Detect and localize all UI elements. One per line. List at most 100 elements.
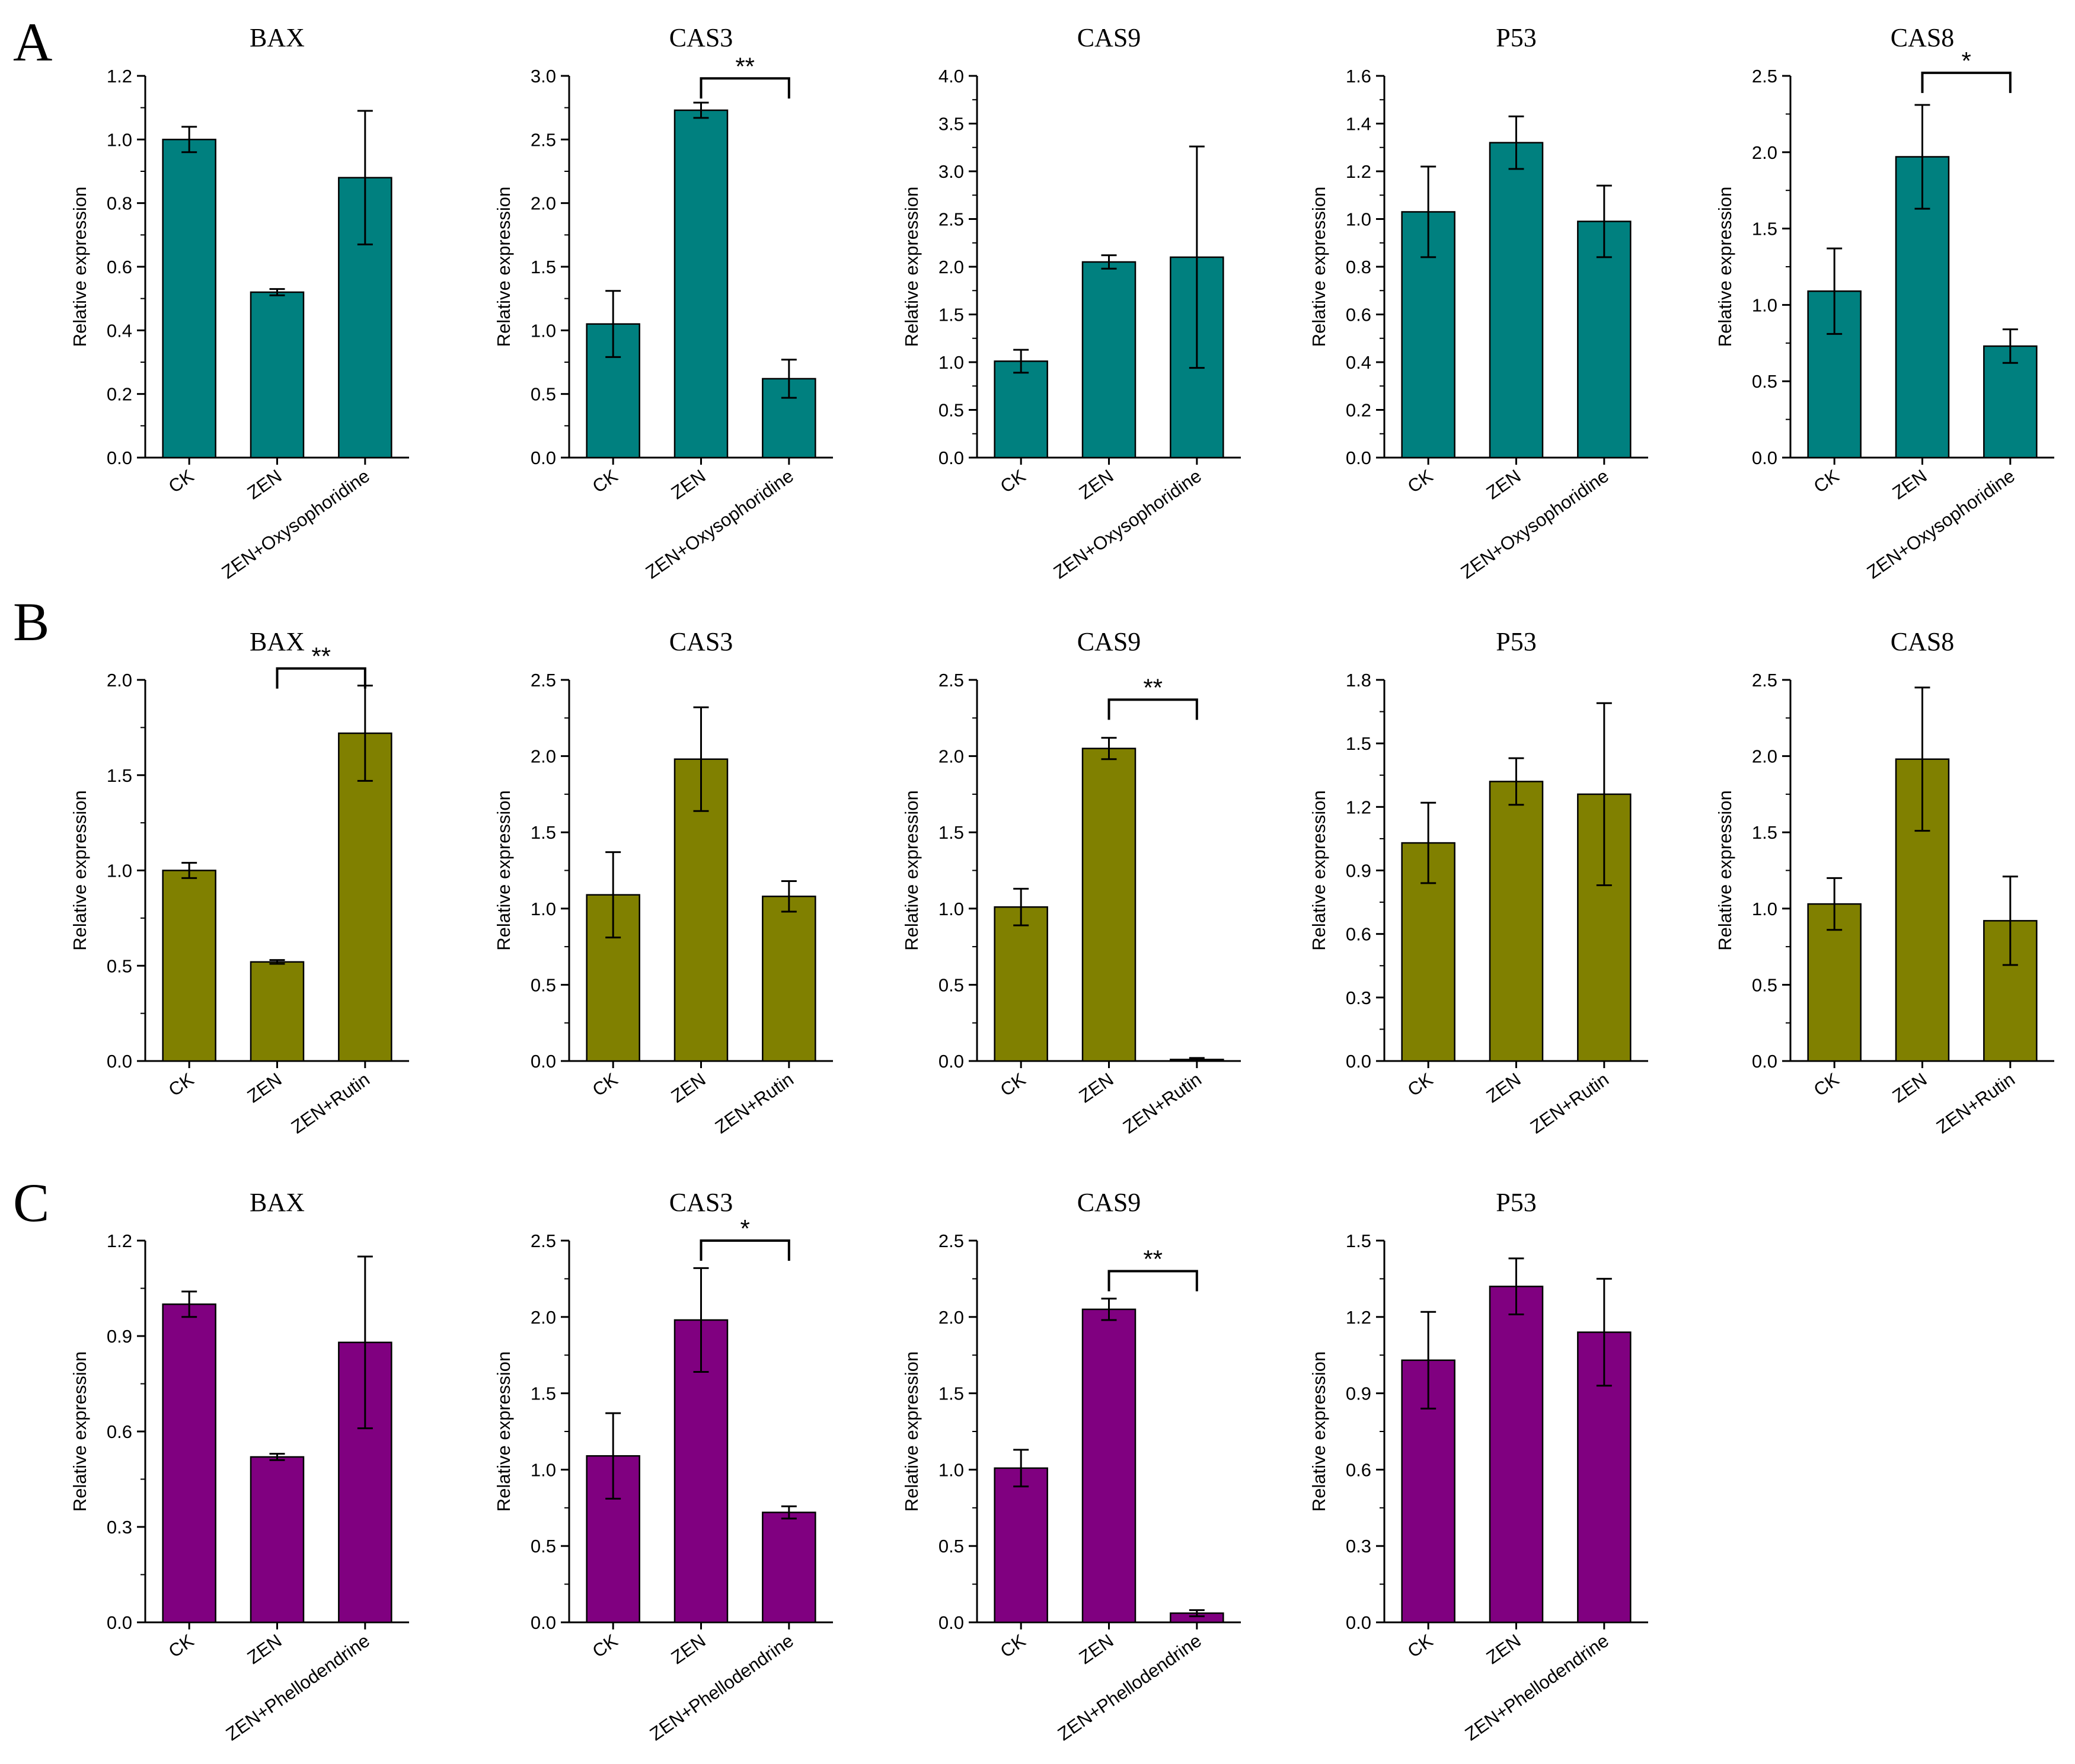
y-axis-label: Relative expression — [1715, 187, 1735, 347]
y-tick-label: 2.0 — [938, 1307, 964, 1328]
y-axis-label: Relative expression — [493, 187, 514, 347]
y-tick-label: 2.5 — [531, 129, 556, 150]
y-tick-label: 2.5 — [531, 670, 556, 691]
chart-a-bax: BAX 0.0 0.2 0.4 0.6 0.8 1.0 1.2 Relative express… — [69, 23, 409, 583]
y-tick-label: 1.0 — [531, 320, 556, 341]
y-axis-label: Relative expression — [901, 1351, 922, 1512]
significance-bracket — [700, 77, 790, 99]
x-tick-label: ZEN+Phellodendrine — [1054, 1630, 1205, 1744]
significance-bracket — [1107, 698, 1198, 720]
x-tick-label: ZEN+Oxysophoridine — [642, 465, 797, 583]
y-tick-label: 0.8 — [1346, 257, 1371, 277]
bar-zen-rutin — [338, 732, 392, 1062]
panel-letter-c: C — [13, 1172, 49, 1233]
x-tick-label: ZEN — [668, 1630, 710, 1668]
chart-b-cas8: CAS8 0.0 0.5 1.0 1.5 2.0 2.5 Relative expressio… — [1715, 627, 2054, 1137]
y-tick-label: 0.2 — [1346, 400, 1371, 421]
bar-zen — [1489, 1286, 1544, 1624]
bar-ck — [994, 360, 1048, 459]
y-axis-label: Relative expression — [901, 187, 922, 347]
y-tick-label: 2.0 — [1752, 746, 1777, 767]
bar-zen — [250, 291, 305, 459]
bar-zen — [1489, 781, 1544, 1062]
y-tick-label: 2.5 — [938, 670, 964, 691]
x-tick-label: ZEN — [1483, 1630, 1525, 1668]
y-tick-label: 1.5 — [938, 1383, 964, 1404]
y-tick-label: 0.5 — [1752, 371, 1777, 392]
chart-title: BAX — [250, 23, 305, 52]
bar-zen — [1489, 142, 1544, 459]
chart-title: BAX — [250, 1188, 305, 1217]
y-tick-label: 0.5 — [938, 1536, 964, 1557]
y-tick-label: 0.0 — [531, 448, 556, 468]
x-tick-label: ZEN+Rutin — [1119, 1069, 1205, 1137]
x-tick-label: ZEN+Oxysophoridine — [1050, 465, 1205, 583]
bar-zen-phellodendrine — [762, 1511, 816, 1624]
chart-a-cas9: CAS9 0.0 0.5 1.0 1.5 2.0 2.5 3.0 3.5 4.0 Relative … — [901, 23, 1241, 583]
y-tick-label: 1.2 — [1346, 161, 1371, 182]
x-tick-label: ZEN+Phellodendrine — [646, 1630, 797, 1744]
significance-label: ** — [311, 643, 331, 670]
y-tick-label: 0.0 — [107, 1612, 132, 1633]
y-tick-label: 1.8 — [1346, 670, 1371, 691]
bar-zen — [1081, 1308, 1137, 1624]
y-tick-label: 0.5 — [531, 1536, 556, 1557]
y-tick-label: 0.0 — [1346, 1051, 1371, 1072]
x-tick-label: ZEN+Oxysophoridine — [1457, 465, 1613, 583]
y-tick-label: 3.5 — [938, 114, 964, 135]
y-tick-label: 1.4 — [1346, 114, 1371, 135]
chart-title: CAS3 — [669, 1188, 733, 1217]
y-tick-label: 2.0 — [531, 193, 556, 214]
y-tick-label: 1.0 — [531, 899, 556, 919]
y-tick-label: 1.2 — [107, 66, 132, 87]
chart-b-bax: BAX 0.0 0.5 1.0 1.5 2.0 Relative expression CK Z… — [69, 627, 409, 1137]
y-tick-label: 0.5 — [531, 384, 556, 405]
chart-title: CAS9 — [1077, 23, 1141, 52]
y-tick-label: 0.0 — [938, 448, 964, 468]
y-tick-label: 0.6 — [1346, 924, 1371, 945]
x-tick-label: ZEN — [1075, 465, 1118, 503]
y-tick-label: 3.0 — [531, 66, 556, 87]
y-tick-label: 1.6 — [1346, 66, 1371, 87]
y-tick-label: 1.0 — [1346, 209, 1371, 230]
y-tick-label: 1.2 — [107, 1231, 132, 1251]
y-axis-label: Relative expression — [1308, 790, 1329, 951]
significance-label: ** — [735, 52, 755, 80]
y-axis-label: Relative expression — [1308, 1351, 1329, 1512]
y-tick-label: 2.5 — [531, 1231, 556, 1251]
y-axis-label: Relative expression — [1715, 790, 1735, 951]
y-axis-label: Relative expression — [493, 1351, 514, 1512]
bar-ck — [994, 906, 1048, 1062]
x-tick-label: CK — [589, 1630, 622, 1662]
y-tick-label: 1.5 — [1752, 822, 1777, 843]
y-tick-label: 0.0 — [1752, 448, 1777, 468]
x-tick-label: CK — [1810, 465, 1843, 497]
y-tick-label: 1.5 — [107, 765, 132, 786]
y-tick-label: 0.3 — [107, 1517, 132, 1538]
chart-title: CAS9 — [1077, 1188, 1141, 1217]
y-tick-label: 0.5 — [938, 400, 964, 421]
y-axis-label: Relative expression — [1308, 187, 1329, 347]
y-tick-label: 1.5 — [531, 1383, 556, 1404]
chart-a-cas3: CAS3 0.0 0.5 1.0 1.5 2.0 2.5 3.0 Relative expres… — [493, 23, 833, 583]
charts: BAX 0.0 0.2 0.4 0.6 0.8 1.0 1.2 Relative express… — [69, 23, 2054, 1744]
x-tick-label: ZEN+Rutin — [1527, 1069, 1613, 1137]
y-tick-label: 0.9 — [1346, 861, 1371, 881]
panel-letter-a: A — [13, 12, 52, 72]
chart-c-bax: BAX 0.0 0.3 0.6 0.9 1.2 Relative expression CK Z… — [69, 1188, 409, 1744]
chart-title: P53 — [1496, 627, 1536, 656]
panel-letter-b: B — [13, 592, 49, 652]
bar-zen — [250, 961, 305, 1062]
bar-zen — [1081, 261, 1137, 459]
x-tick-label: ZEN — [668, 1069, 710, 1107]
y-tick-label: 0.5 — [531, 974, 556, 995]
x-tick-label: ZEN — [1483, 465, 1525, 503]
x-tick-label: ZEN — [1483, 1069, 1525, 1107]
bar-ck — [994, 1467, 1048, 1624]
y-tick-label: 1.0 — [107, 129, 132, 150]
y-tick-label: 0.6 — [1346, 305, 1371, 325]
y-tick-label: 2.0 — [107, 670, 132, 691]
significance-label: * — [1961, 47, 1971, 75]
y-tick-label: 1.0 — [1752, 899, 1777, 919]
x-tick-label: CK — [165, 465, 198, 497]
